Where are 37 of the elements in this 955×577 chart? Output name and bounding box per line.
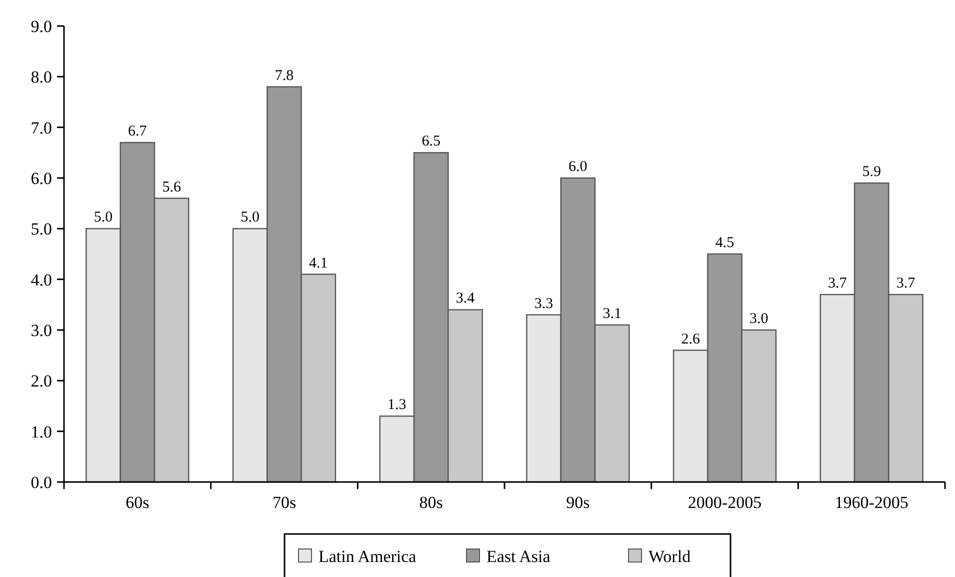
data-label: 5.6 (162, 179, 182, 196)
y-tick-label: 6.0 (30, 168, 52, 188)
data-label: 5.0 (240, 210, 260, 226)
data-label: 1.3 (388, 397, 406, 414)
data-label: 3.1 (602, 306, 622, 322)
data-label: 6.7 (128, 124, 148, 140)
y-tick-label: 5.0 (30, 220, 52, 239)
x-tick-label: 70s (272, 493, 296, 512)
x-tick-label: 2000-2005 (688, 493, 762, 512)
data-label: 6.5 (422, 134, 440, 150)
y-tick-label: 1.0 (30, 422, 52, 442)
y-tick-label: 9.0 (30, 16, 52, 36)
data-label: 3.3 (534, 296, 554, 312)
y-tick-label: 7.0 (30, 118, 52, 138)
data-label: 6.0 (568, 159, 588, 175)
y-tick-label: 3.0 (30, 320, 52, 340)
data-label: 4.5 (715, 235, 734, 251)
y-tick-label: 2.0 (30, 372, 52, 391)
data-label: 3.4 (456, 290, 476, 307)
y-tick-label: 0.0 (30, 472, 52, 492)
x-tick-label: 60s (126, 493, 150, 512)
data-label: 3.0 (750, 311, 768, 327)
data-label: 3.7 (828, 276, 848, 292)
y-tick-label: 4.0 (30, 270, 52, 290)
x-tick-label: 90s (566, 493, 590, 512)
y-tick-label: 8.0 (30, 68, 52, 87)
legend-label: East Asia (486, 546, 551, 566)
legend-label: World (648, 546, 692, 566)
x-tick-label: 80s (419, 493, 443, 512)
x-tick-label: 1960-2005 (834, 493, 908, 512)
data-label: 5.0 (94, 210, 113, 226)
data-label: 5.9 (862, 164, 881, 180)
data-label: 7.8 (274, 68, 294, 84)
data-label: 4.1 (309, 255, 328, 272)
legend-label: Latin America (318, 546, 417, 566)
data-label: 3.7 (896, 276, 916, 292)
data-label: 2.6 (681, 331, 700, 348)
